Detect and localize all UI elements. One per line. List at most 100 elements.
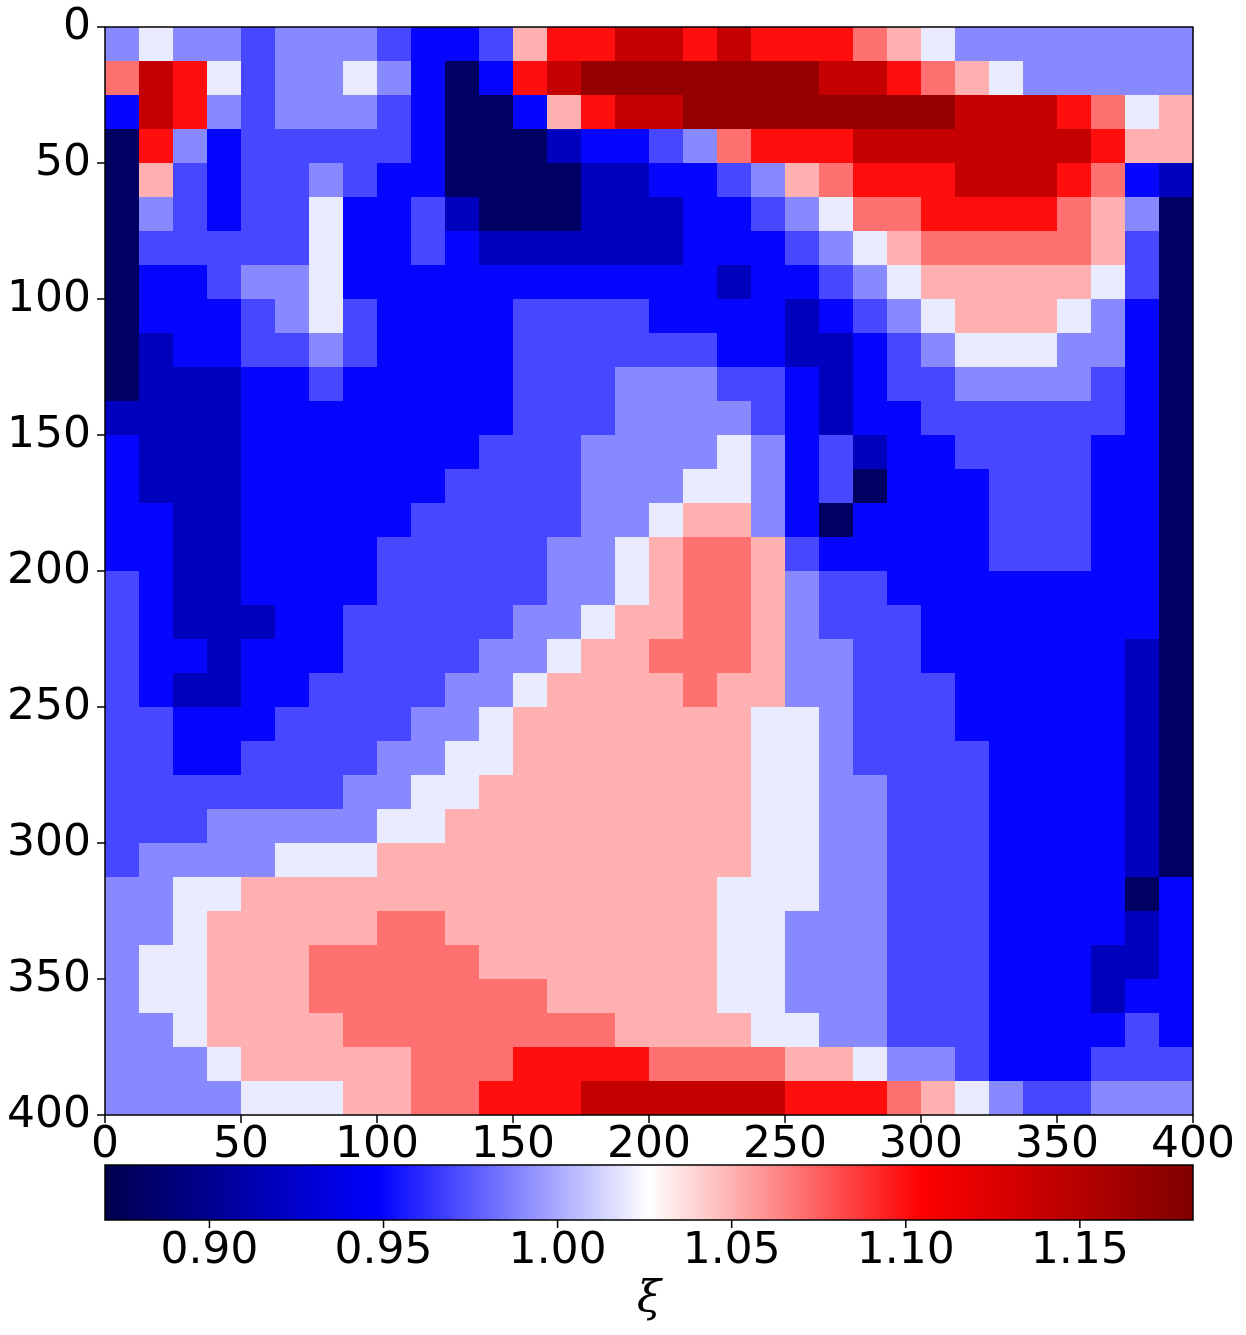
heatmap-cell bbox=[1057, 877, 1092, 912]
heatmap-cell bbox=[241, 435, 276, 470]
heatmap-cell bbox=[1057, 27, 1092, 62]
heatmap-cell bbox=[955, 299, 990, 334]
heatmap-cell bbox=[377, 129, 412, 164]
heatmap-cell bbox=[411, 163, 446, 198]
heatmap-cell bbox=[989, 197, 1024, 232]
heatmap-cell bbox=[479, 673, 514, 708]
heatmap-cell bbox=[853, 1047, 888, 1082]
heatmap-cell bbox=[207, 979, 242, 1014]
heatmap-cell bbox=[343, 333, 378, 368]
heatmap-cell bbox=[547, 843, 582, 878]
heatmap-cell bbox=[309, 605, 344, 640]
heatmap-cell bbox=[343, 367, 378, 402]
heatmap-cell bbox=[241, 775, 276, 810]
heatmap-cell bbox=[1159, 435, 1194, 470]
heatmap-cell bbox=[1125, 27, 1160, 62]
y-tick-label: 50 bbox=[35, 135, 91, 186]
heatmap-cell bbox=[649, 707, 684, 742]
heatmap-cell bbox=[819, 401, 854, 436]
heatmap-cell bbox=[989, 367, 1024, 402]
heatmap-cell bbox=[275, 1047, 310, 1082]
heatmap-cell bbox=[411, 775, 446, 810]
heatmap-cell bbox=[853, 741, 888, 776]
heatmap-cell bbox=[547, 129, 582, 164]
heatmap-cell bbox=[1159, 129, 1194, 164]
heatmap-cell bbox=[921, 911, 956, 946]
heatmap-cell bbox=[275, 231, 310, 266]
heatmap-cell bbox=[1159, 707, 1194, 742]
heatmap-cell bbox=[751, 809, 786, 844]
heatmap-cell bbox=[513, 95, 548, 130]
heatmap-cell bbox=[513, 299, 548, 334]
heatmap-cell bbox=[173, 809, 208, 844]
heatmap-cell bbox=[1159, 741, 1194, 776]
x-tick-label: 400 bbox=[1151, 1117, 1235, 1168]
heatmap-cell bbox=[445, 197, 480, 232]
heatmap-cell bbox=[887, 95, 922, 130]
heatmap-cell bbox=[377, 1013, 412, 1048]
heatmap-cell bbox=[479, 231, 514, 266]
heatmap-cell bbox=[377, 741, 412, 776]
heatmap-cell bbox=[751, 435, 786, 470]
heatmap-cell bbox=[343, 809, 378, 844]
heatmap-cell bbox=[377, 265, 412, 300]
heatmap-cell bbox=[275, 503, 310, 538]
heatmap-cell bbox=[411, 537, 446, 572]
heatmap-cell bbox=[751, 1013, 786, 1048]
heatmap-cell bbox=[411, 945, 446, 980]
heatmap-cell bbox=[547, 61, 582, 96]
heatmap-cell bbox=[1091, 775, 1126, 810]
heatmap-cell bbox=[819, 299, 854, 334]
heatmap-cell bbox=[309, 197, 344, 232]
heatmap-cell bbox=[547, 1081, 582, 1116]
heatmap-cell bbox=[1091, 231, 1126, 266]
heatmap-cell bbox=[343, 1081, 378, 1116]
heatmap-cell bbox=[105, 843, 140, 878]
heatmap-cell bbox=[955, 27, 990, 62]
heatmap-cell bbox=[1023, 979, 1058, 1014]
heatmap-cell bbox=[785, 129, 820, 164]
heatmap-cell bbox=[139, 27, 174, 62]
heatmap-cell bbox=[377, 605, 412, 640]
heatmap-cell bbox=[207, 197, 242, 232]
heatmap-cell bbox=[513, 877, 548, 912]
heatmap-cell bbox=[343, 1047, 378, 1082]
heatmap-cell bbox=[819, 911, 854, 946]
heatmap-cell bbox=[751, 469, 786, 504]
heatmap-cell bbox=[581, 401, 616, 436]
heatmap-cell bbox=[615, 503, 650, 538]
heatmap-cell bbox=[207, 333, 242, 368]
heatmap-cell bbox=[275, 299, 310, 334]
x-tick-label: 250 bbox=[743, 1117, 827, 1168]
heatmap-cell bbox=[1057, 1013, 1092, 1048]
heatmap-cell bbox=[581, 979, 616, 1014]
heatmap-cell bbox=[105, 333, 140, 368]
heatmap-cell bbox=[887, 401, 922, 436]
heatmap-cell bbox=[207, 673, 242, 708]
heatmap-cell bbox=[683, 639, 718, 674]
heatmap-cell bbox=[649, 945, 684, 980]
heatmap-cell bbox=[1023, 945, 1058, 980]
heatmap-cell bbox=[853, 231, 888, 266]
heatmap-cell bbox=[853, 707, 888, 742]
heatmap-cell bbox=[173, 61, 208, 96]
heatmap-cell bbox=[887, 843, 922, 878]
heatmap-cell bbox=[615, 1081, 650, 1116]
heatmap-cell bbox=[479, 911, 514, 946]
heatmap-cell bbox=[853, 877, 888, 912]
heatmap-cell bbox=[513, 673, 548, 708]
heatmap-cell bbox=[105, 741, 140, 776]
heatmap-cell bbox=[921, 299, 956, 334]
heatmap-cell bbox=[139, 979, 174, 1014]
heatmap-cell bbox=[275, 707, 310, 742]
heatmap-cell bbox=[275, 333, 310, 368]
heatmap-cell bbox=[615, 61, 650, 96]
heatmap-cell bbox=[819, 197, 854, 232]
heatmap-cell bbox=[921, 231, 956, 266]
heatmap-cell bbox=[955, 469, 990, 504]
heatmap-cell bbox=[479, 299, 514, 334]
heatmap-cell bbox=[751, 299, 786, 334]
heatmap-cell bbox=[615, 299, 650, 334]
heatmap-cell bbox=[309, 231, 344, 266]
heatmap-cell bbox=[1057, 537, 1092, 572]
